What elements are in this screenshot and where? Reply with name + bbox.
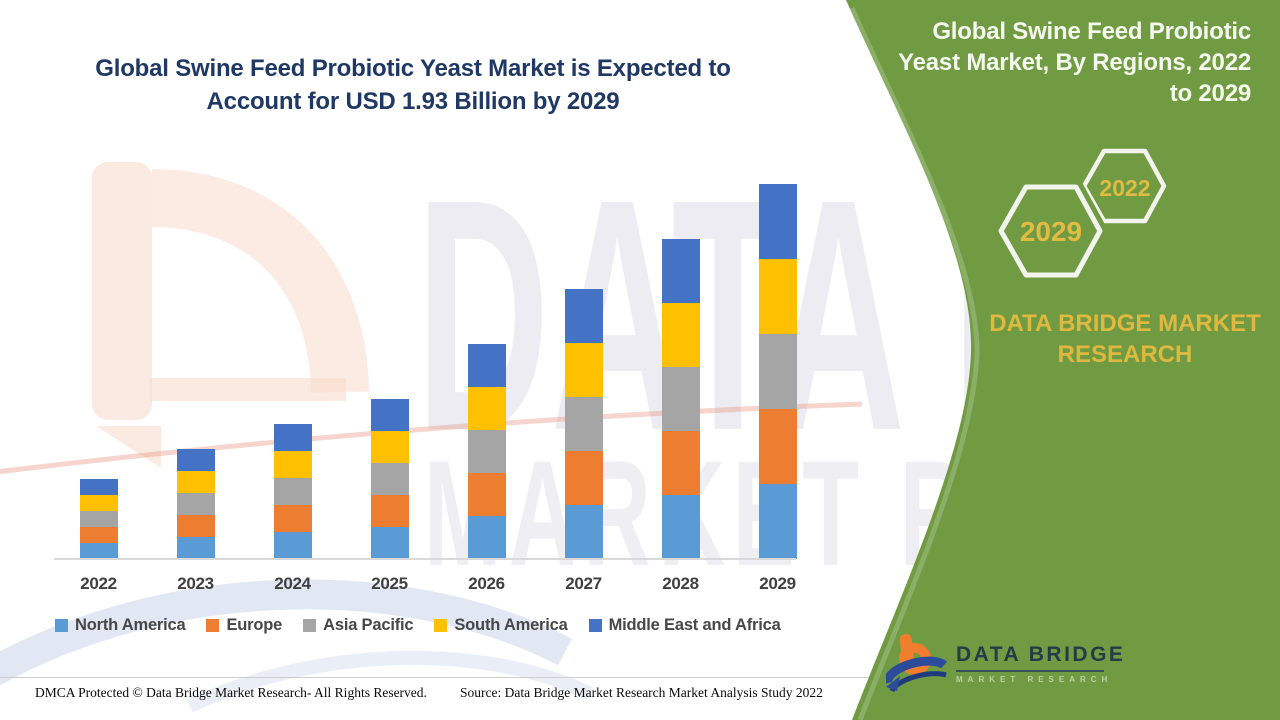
bar-2024 [273, 424, 312, 559]
bar-segment-europe-2022 [79, 527, 118, 543]
bar-segment-europe-2027 [564, 451, 603, 505]
legend-swatch-south-america [434, 619, 448, 632]
x-axis-label-2022: 2022 [80, 574, 117, 593]
bar-segment-asia-pacific-2027 [564, 397, 603, 451]
bar-segment-asia-pacific-2024 [273, 478, 312, 505]
bar-segment-europe-2023 [176, 515, 215, 537]
legend-item-middle-east-and-africa: Middle East and Africa [588, 616, 781, 635]
bar-2027 [564, 289, 603, 559]
x-axis-label-2025: 2025 [371, 574, 408, 593]
legend-item-europe: Europe [206, 616, 282, 635]
bar-2023 [176, 449, 215, 559]
bar-segment-europe-2024 [273, 505, 312, 532]
bar-segment-south-america-2022 [79, 495, 118, 511]
chart-legend: North America Europe Asia Pacific South Ame… [55, 616, 781, 635]
x-axis-labels: 2022 2023 2024 2025 2026 2027 2028 2029 [0, 574, 860, 600]
bar-2028 [661, 239, 700, 559]
page-title-line: Account for USD 1.93 Billion by 2029 [206, 88, 620, 115]
legend-label-middle-east-and-africa: Middle East and Africa [608, 616, 781, 634]
bar-segment-north-america-2028 [661, 495, 700, 559]
x-axis-label-2029: 2029 [759, 574, 796, 593]
page-title-line: Global Swine Feed Probiotic Yeast Market… [95, 55, 731, 82]
legend-item-south-america: South America [434, 616, 568, 635]
bar-segment-north-america-2027 [564, 505, 603, 559]
footer-divider [0, 677, 1280, 678]
legend-swatch-asia-pacific [303, 619, 317, 632]
bar-segment-middle-east-and-africa-2029 [758, 184, 797, 259]
x-axis-line [54, 558, 796, 560]
bar-segment-asia-pacific-2026 [467, 430, 506, 473]
footer-dmca-text: DMCA Protected © Data Bridge Market Rese… [35, 685, 427, 700]
bar-2025 [370, 399, 409, 559]
bar-segment-middle-east-and-africa-2027 [564, 289, 603, 343]
bar-2022 [79, 479, 118, 559]
bar-segment-europe-2025 [370, 495, 409, 527]
legend-swatch-middle-east-and-africa [588, 619, 602, 632]
legend-label-asia-pacific: Asia Pacific [323, 616, 414, 634]
bar-segment-south-america-2023 [176, 471, 215, 493]
legend-item-north-america: North America [55, 616, 186, 635]
bar-segment-south-america-2026 [467, 387, 506, 430]
bar-segment-north-america-2022 [79, 543, 118, 559]
stacked-bar-chart [79, 184, 797, 559]
bar-segment-middle-east-and-africa-2024 [273, 424, 312, 451]
legend-label-north-america: North America [75, 616, 186, 634]
bar-segment-south-america-2029 [758, 259, 797, 334]
bar-segment-middle-east-and-africa-2022 [79, 479, 118, 495]
bar-segment-south-america-2027 [564, 343, 603, 397]
bar-segment-asia-pacific-2028 [661, 367, 700, 431]
bar-segment-middle-east-and-africa-2025 [370, 399, 409, 431]
bar-segment-europe-2026 [467, 473, 506, 516]
bar-segment-north-america-2024 [273, 532, 312, 559]
bar-segment-middle-east-and-africa-2026 [467, 344, 506, 387]
x-axis-label-2023: 2023 [177, 574, 214, 593]
bar-segment-europe-2028 [661, 431, 700, 495]
bar-segment-north-america-2029 [758, 484, 797, 559]
bar-segment-north-america-2026 [467, 516, 506, 559]
legend-label-europe: Europe [226, 616, 283, 634]
bar-segment-asia-pacific-2022 [79, 511, 118, 527]
bar-segment-europe-2029 [758, 409, 797, 484]
footer-source-text: Source: Data Bridge Market Research Mark… [460, 685, 823, 700]
legend-item-asia-pacific: Asia Pacific [303, 616, 414, 635]
bar-segment-south-america-2025 [370, 431, 409, 463]
bar-segment-asia-pacific-2029 [758, 334, 797, 409]
bar-2029 [758, 184, 797, 559]
bar-segment-middle-east-and-africa-2023 [176, 449, 215, 471]
legend-swatch-north-america [55, 619, 68, 632]
legend-swatch-europe [206, 619, 220, 632]
bar-segment-middle-east-and-africa-2028 [661, 239, 700, 303]
bar-2026 [467, 344, 506, 559]
bar-segment-south-america-2024 [273, 451, 312, 478]
bar-segment-asia-pacific-2025 [370, 463, 409, 495]
x-axis-label-2028: 2028 [662, 574, 699, 593]
legend-label-south-america: South America [454, 616, 568, 634]
x-axis-label-2026: 2026 [468, 574, 505, 593]
x-axis-label-2027: 2027 [565, 574, 602, 593]
bar-segment-south-america-2028 [661, 303, 700, 367]
page-title: Global Swine Feed Probiotic Yeast Market… [88, 52, 738, 118]
bar-segment-north-america-2023 [176, 537, 215, 559]
bar-segment-asia-pacific-2023 [176, 493, 215, 515]
x-axis-label-2024: 2024 [274, 574, 311, 593]
bar-segment-north-america-2025 [370, 527, 409, 559]
